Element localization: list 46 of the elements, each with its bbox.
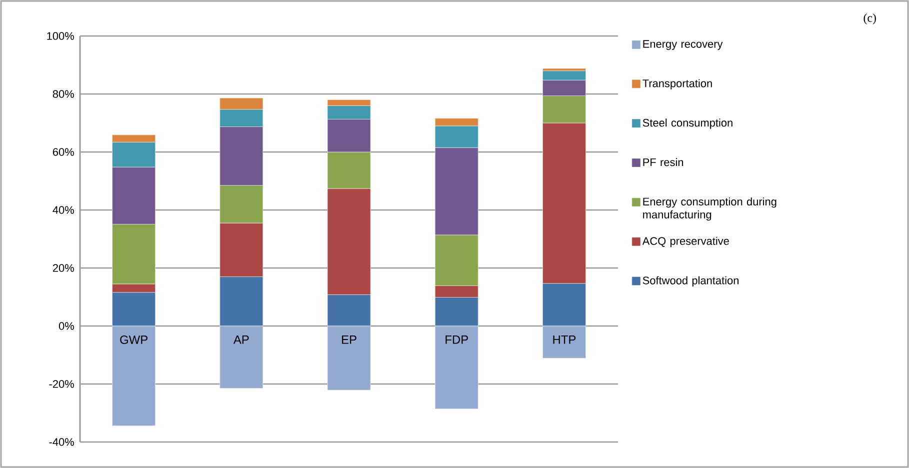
legend-label: Softwood plantation — [642, 276, 738, 286]
bar — [327, 188, 371, 295]
y-tick-label: 60% — [52, 148, 74, 156]
bar — [542, 326, 586, 358]
bar — [112, 134, 156, 142]
legend-label: Energy consumption during manufacturing — [643, 197, 776, 221]
bar — [434, 285, 478, 298]
y-tick-label: -40% — [49, 438, 74, 446]
bar — [112, 284, 156, 293]
bar — [542, 283, 586, 326]
y-tick-label: 0% — [58, 322, 74, 330]
bar — [434, 326, 478, 410]
y-tick-label: 100% — [47, 32, 74, 40]
bar — [220, 276, 264, 326]
y-tick-label: -20% — [49, 380, 74, 388]
bar — [220, 185, 264, 224]
x-tick-label: AP — [233, 336, 249, 344]
x-tick-label: EP — [342, 336, 356, 344]
x-tick-label: HTP — [553, 336, 576, 344]
x-tick-label: FDP — [446, 336, 468, 344]
bar — [220, 98, 264, 110]
x-tick-label: GWP — [120, 336, 148, 344]
y-tick-label: 20% — [52, 264, 74, 272]
bar — [112, 326, 156, 426]
y-tick-label: 80% — [52, 90, 74, 98]
bar — [327, 152, 371, 189]
y-tick-label: 40% — [52, 206, 74, 214]
bar — [327, 294, 371, 326]
bar — [542, 122, 586, 284]
bar — [434, 297, 478, 326]
legend-label: ACQ preservative — [642, 236, 729, 248]
legend-label: Transportation — [642, 79, 712, 90]
text: (c) — [864, 14, 876, 24]
legend-label: PF resin — [643, 158, 684, 166]
bar — [112, 292, 156, 326]
bar — [112, 224, 156, 284]
bar — [542, 68, 586, 71]
legend-label: Steel consumption — [642, 118, 732, 129]
legend-label: Energy recovery — [643, 40, 723, 50]
bar — [327, 326, 371, 390]
bar — [434, 234, 478, 286]
bar — [220, 326, 264, 389]
bar — [327, 100, 371, 106]
bar — [542, 96, 586, 124]
bar — [220, 222, 264, 277]
bar — [434, 118, 478, 126]
